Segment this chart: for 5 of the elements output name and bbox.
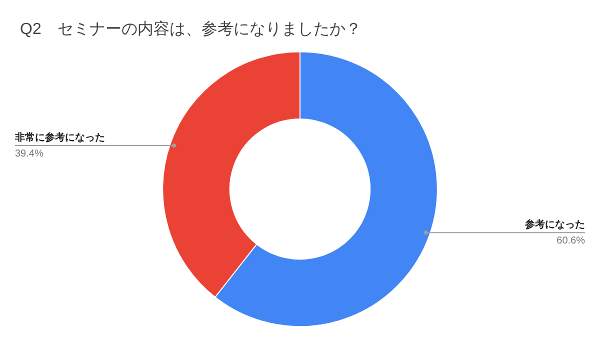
data-label: 39.4% (15, 148, 44, 160)
chart-title: Q2 セミナーの内容は、参考になりましたか？ (20, 20, 362, 38)
slice-label: 非常に参考になった (14, 131, 105, 144)
slice-label: 参考になった (524, 218, 585, 230)
data-label: 60.6% (556, 235, 586, 246)
